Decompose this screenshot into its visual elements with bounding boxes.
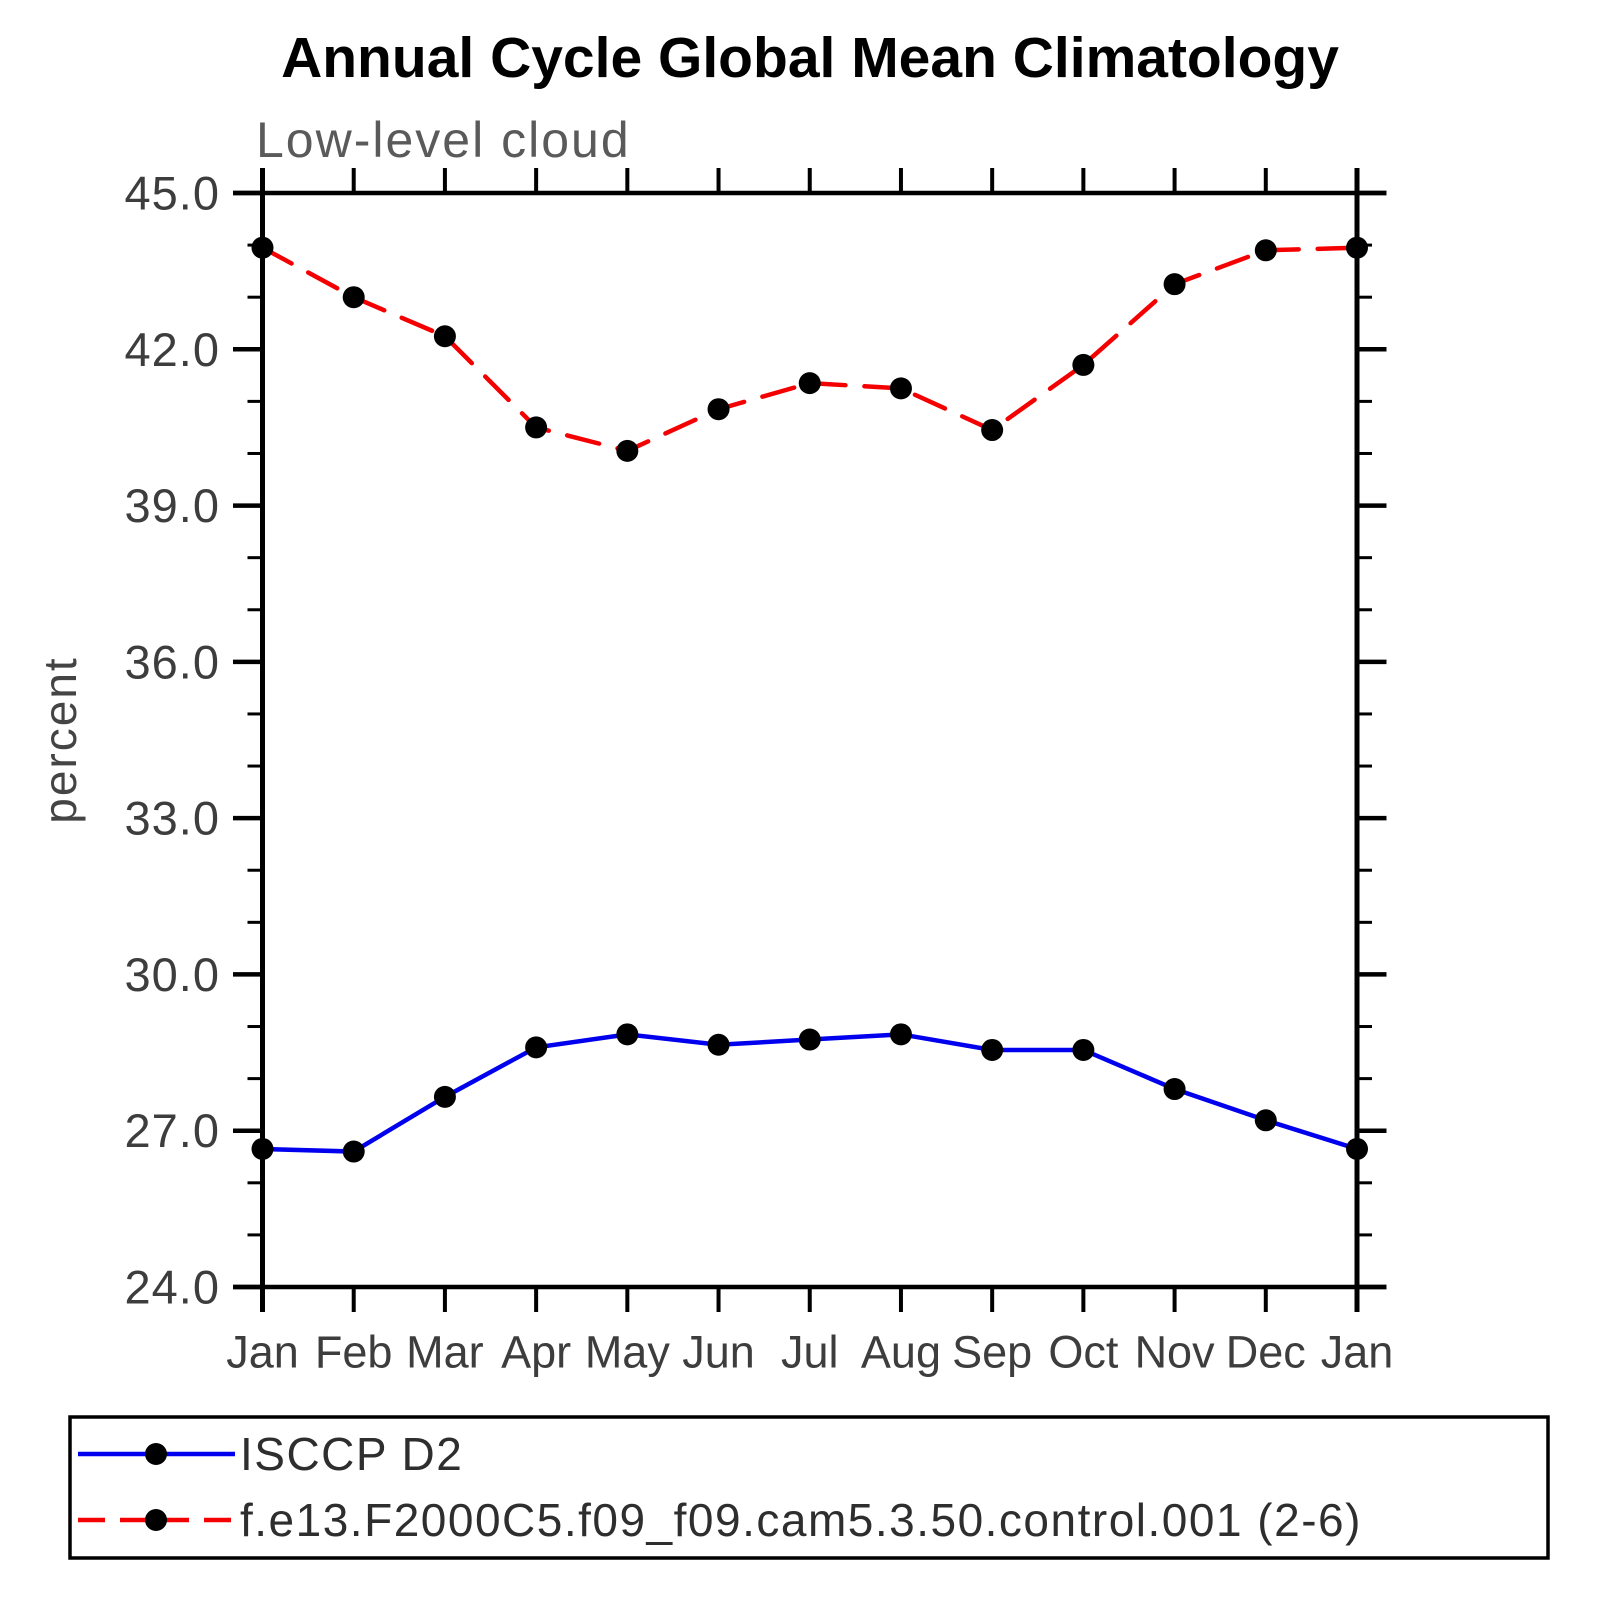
legend-label-model: f.e13.F2000C5.f09_f09.cam5.3.50.control.…: [240, 1494, 1362, 1546]
data-point-marker: [1254, 1109, 1277, 1132]
data-point-marker: [889, 377, 912, 400]
x-tick-label: Nov: [1135, 1327, 1216, 1378]
series-line-isccp-d2: [260, 1032, 1360, 1154]
legend-border: [68, 1415, 1550, 1560]
x-tick-label: Dec: [1226, 1327, 1306, 1378]
data-point-marker: [798, 372, 821, 395]
x-tick-labels: Jan Feb Mar Apr May Jun Jul Aug Sep Oct Nov Dec Jan: [226, 1327, 1393, 1378]
x-tick-label: Jan: [226, 1327, 299, 1378]
y-tick-label: 36.0: [125, 635, 220, 688]
data-point-marker: [616, 1023, 639, 1046]
data-point-marker: [433, 325, 456, 348]
data-point-marker: [525, 1036, 548, 1059]
data-point-marker: [251, 236, 274, 259]
data-point-marker: [1254, 239, 1277, 262]
x-tick-label: May: [585, 1327, 671, 1378]
x-tick-label: Feb: [315, 1327, 393, 1378]
data-point-marker: [707, 398, 730, 421]
data-point-marker: [1163, 1078, 1186, 1101]
series-layer: [251, 236, 1368, 1163]
x-tick-label: Oct: [1048, 1327, 1119, 1378]
y-tick-label: 27.0: [125, 1104, 220, 1157]
x-tick-label: Aug: [861, 1327, 941, 1378]
data-point-marker: [1072, 353, 1095, 376]
x-tick-label: Jan: [1321, 1327, 1394, 1378]
x-tick-label: Apr: [501, 1327, 571, 1378]
data-point-marker: [707, 1033, 730, 1056]
y-tick-label: 30.0: [125, 948, 220, 1001]
y-tick-label: 33.0: [125, 792, 220, 845]
data-point-marker: [981, 1038, 1004, 1061]
data-point-marker: [433, 1085, 456, 1108]
data-point-marker: [1346, 1137, 1368, 1160]
y-tick-label: 45.0: [125, 167, 220, 220]
legend-marker-dot: [145, 1509, 167, 1531]
chart-title: Annual Cycle Global Mean Climatology: [281, 26, 1339, 90]
legend-marker-dot: [145, 1443, 167, 1465]
legend-box: ISCCP D2 f.e13.F2000C5.f09_f09.cam5.3.50…: [68, 1415, 1550, 1560]
x-tick-label: Sep: [952, 1327, 1032, 1378]
data-point-marker: [525, 416, 548, 439]
x-tick-label: Jun: [682, 1327, 755, 1378]
data-point-marker: [889, 1023, 912, 1046]
data-point-marker: [1072, 1038, 1095, 1061]
axes: [233, 168, 1387, 1312]
y-tick-labels: 24.0 27.0 30.0 33.0 36.0 39.0 42.0 45.0: [125, 167, 220, 1314]
legend-label-observation: ISCCP D2: [240, 1428, 463, 1480]
y-tick-label: 39.0: [125, 479, 220, 532]
x-tick-label: Jul: [781, 1327, 839, 1378]
data-point-marker: [251, 1137, 274, 1160]
legend-item-model-run: f.e13.F2000C5.f09_f09.cam5.3.50.control.…: [78, 1494, 1362, 1546]
y-tick-label: 42.0: [125, 323, 220, 376]
data-point-marker: [798, 1028, 821, 1051]
data-point-marker: [616, 439, 639, 462]
legend-item-isccp-d2: ISCCP D2: [78, 1428, 463, 1480]
x-tick-label: Mar: [406, 1327, 484, 1378]
y-tick-label: 24.0: [125, 1261, 220, 1314]
chart-subtitle: Low-level cloud: [256, 112, 631, 168]
data-point-marker: [1163, 273, 1186, 296]
y-axis-title: percent: [34, 656, 86, 823]
data-point-marker: [342, 286, 365, 309]
data-point-marker: [342, 1140, 365, 1163]
data-point-marker: [1346, 236, 1368, 259]
series-line-model-control-run: [260, 245, 1360, 454]
data-point-marker: [981, 419, 1004, 442]
